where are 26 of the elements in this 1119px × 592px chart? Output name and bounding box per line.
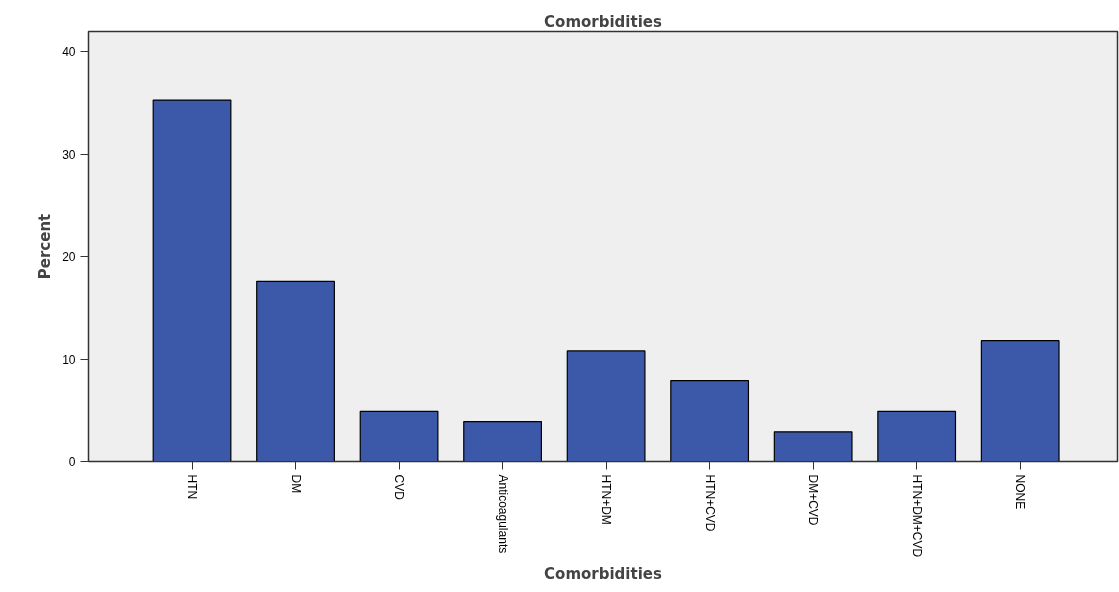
- bar: [566, 350, 646, 462]
- y-tick-label: 30: [62, 147, 76, 162]
- bar: [152, 99, 232, 462]
- x-axis-title: Comorbidities: [544, 565, 662, 584]
- x-tick-label: NONE: [1013, 474, 1028, 510]
- y-tick-label: 10: [62, 352, 76, 367]
- x-tick-label: Anticoagulants: [495, 474, 510, 554]
- x-tick-label: HTN+DM: [599, 474, 614, 525]
- chart-title: Comorbidities: [544, 12, 662, 31]
- bar: [877, 410, 957, 462]
- y-tick-label: 20: [62, 250, 76, 265]
- x-tick-label: HTN+DM+CVD: [909, 474, 924, 558]
- y-tick-label: 0: [68, 455, 76, 469]
- bar: [773, 431, 853, 462]
- x-tick-label: CVD: [392, 474, 407, 501]
- y-axis-title: Percent: [36, 213, 55, 280]
- bar: [670, 380, 750, 462]
- bar: [463, 420, 542, 462]
- bar: [256, 280, 335, 462]
- bar: [359, 410, 439, 462]
- x-tick-label: HTN+CVD: [702, 474, 717, 532]
- y-tick-label: 40: [62, 45, 76, 60]
- x-tick-label: DM: [288, 474, 303, 494]
- x-tick-label: HTN: [185, 474, 200, 500]
- x-tick-label: DM+CVD: [806, 474, 821, 526]
- bar: [980, 340, 1060, 462]
